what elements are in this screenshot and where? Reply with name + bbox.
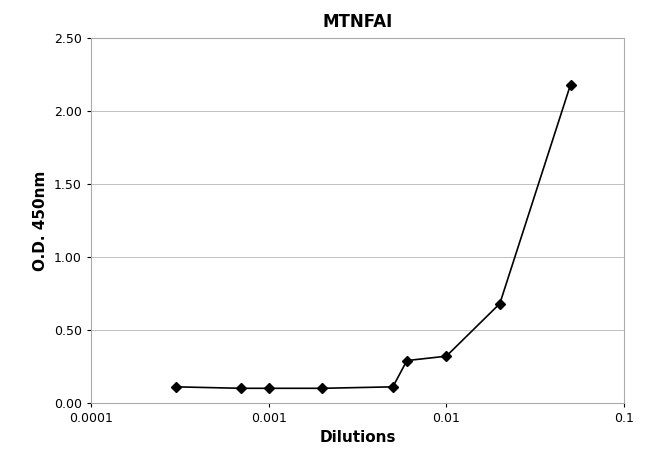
X-axis label: Dilutions: Dilutions [319, 430, 396, 446]
Y-axis label: O.D. 450nm: O.D. 450nm [33, 170, 48, 271]
Title: MTNFAI: MTNFAI [322, 13, 393, 31]
